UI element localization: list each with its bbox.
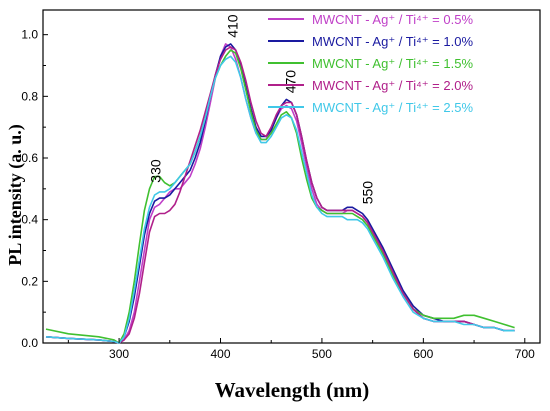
y-tick-label: 1.0 (21, 28, 38, 42)
peak-label-330: 330 (148, 159, 164, 183)
series-line-4 (45, 46, 515, 344)
y-axis-title: PL intensity (a. u.) (5, 124, 26, 266)
legend-entry-4: MWCNT - Ag⁺ / Ti⁴⁺ = 2.0% (312, 78, 473, 93)
y-tick-label: 0.2 (21, 274, 38, 288)
legend-entry-2: MWCNT - Ag⁺ / Ti⁴⁺ = 1.0% (312, 34, 473, 49)
y-tick-label: 0.0 (21, 336, 38, 350)
peak-label-550: 550 (360, 181, 376, 205)
plot-frame (42, 9, 541, 344)
peak-annotations: 330 410 470 550 (148, 14, 376, 204)
legend-entry-5: MWCNT - Ag⁺ / Ti⁴⁺ = 2.5% (312, 100, 473, 115)
y-axis: 0.0 0.2 0.4 0.6 0.8 1.0 (21, 28, 48, 350)
x-tick-label: 300 (109, 347, 129, 361)
y-tick-label: 0.4 (21, 213, 38, 227)
legend-entry-3: MWCNT - Ag⁺ / Ti⁴⁺ = 1.5% (312, 56, 473, 71)
x-tick-label: 600 (413, 347, 433, 361)
peak-label-470: 470 (283, 70, 299, 94)
series-line-5 (45, 55, 515, 344)
plot-area: 300 400 500 600 700 0.0 0.2 0.4 0.6 0.8 1.0 330 41… (21, 9, 541, 361)
series-line-3 (45, 49, 515, 344)
x-tick-label: 500 (312, 347, 332, 361)
y-tick-label: 0.8 (21, 89, 38, 103)
x-axis-title: Wavelength (nm) (215, 378, 370, 402)
x-tick-label: 700 (515, 347, 535, 361)
peak-label-410: 410 (225, 14, 241, 38)
x-axis: 300 400 500 600 700 (67, 338, 535, 361)
legend-entry-1: MWCNT - Ag⁺ / Ti⁴⁺ = 0.5% (312, 12, 473, 27)
legend: MWCNT - Ag⁺ / Ti⁴⁺ = 0.5% MWCNT - Ag⁺ / T… (268, 12, 473, 115)
y-tick-label: 0.6 (21, 151, 38, 165)
x-tick-label: 400 (210, 347, 230, 361)
series-lines (45, 43, 515, 344)
series-line-2 (45, 43, 515, 344)
